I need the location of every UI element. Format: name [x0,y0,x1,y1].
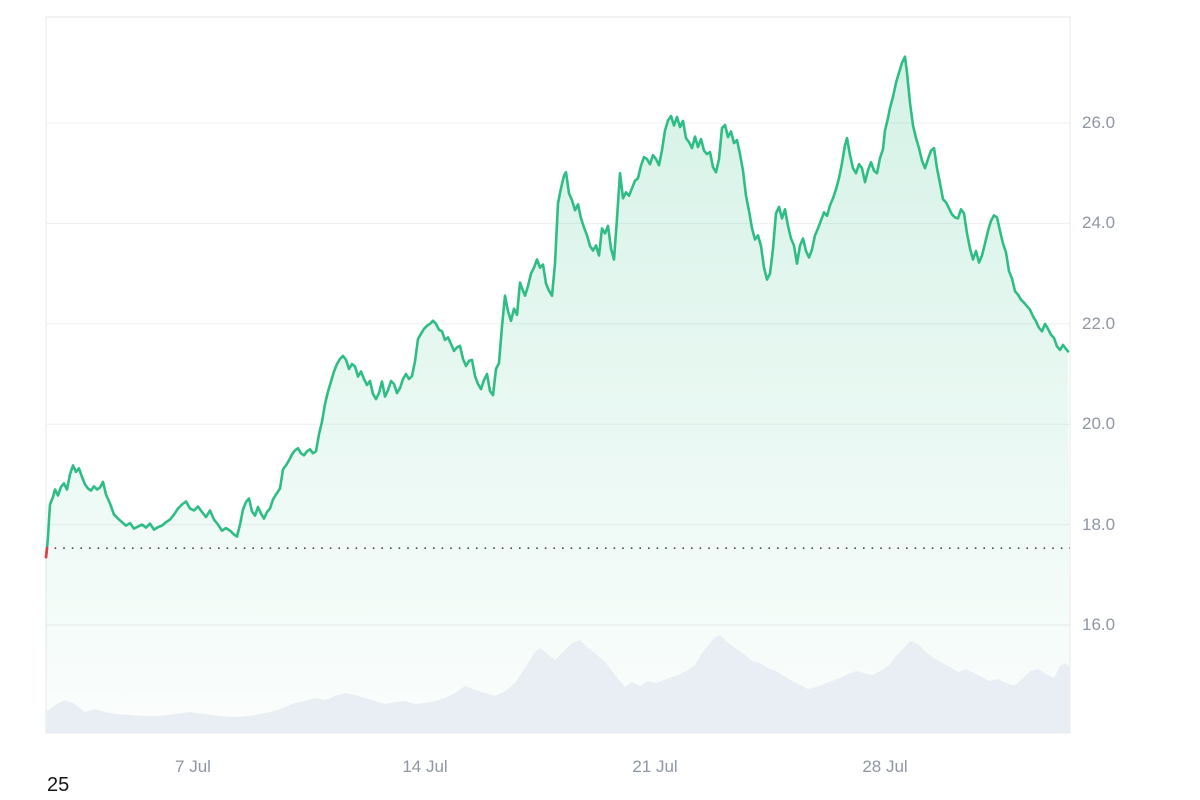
price-line-down-segment [44,546,49,559]
x-tick-28-Jul: 28 Jul [862,757,908,776]
x-tick-21-Jul: 21 Jul [632,757,678,776]
bottom-left-text: 25 [47,774,70,796]
y-tick-22.0: 22.0 [1082,314,1116,333]
price-line [44,55,1070,559]
y-tick-20.0: 20.0 [1082,414,1116,433]
y-tick-24.0: 24.0 [1082,213,1116,232]
y-tick-16.0: 16.0 [1082,615,1116,634]
y-tick-26.0: 26.0 [1082,113,1116,132]
volume-area [46,635,1070,733]
x-tick-14-Jul: 14 Jul [402,757,448,776]
x-tick-7-Jul: 7 Jul [175,757,211,776]
y-tick-18.0: 18.0 [1082,515,1116,534]
price-area-fill [46,56,1070,733]
